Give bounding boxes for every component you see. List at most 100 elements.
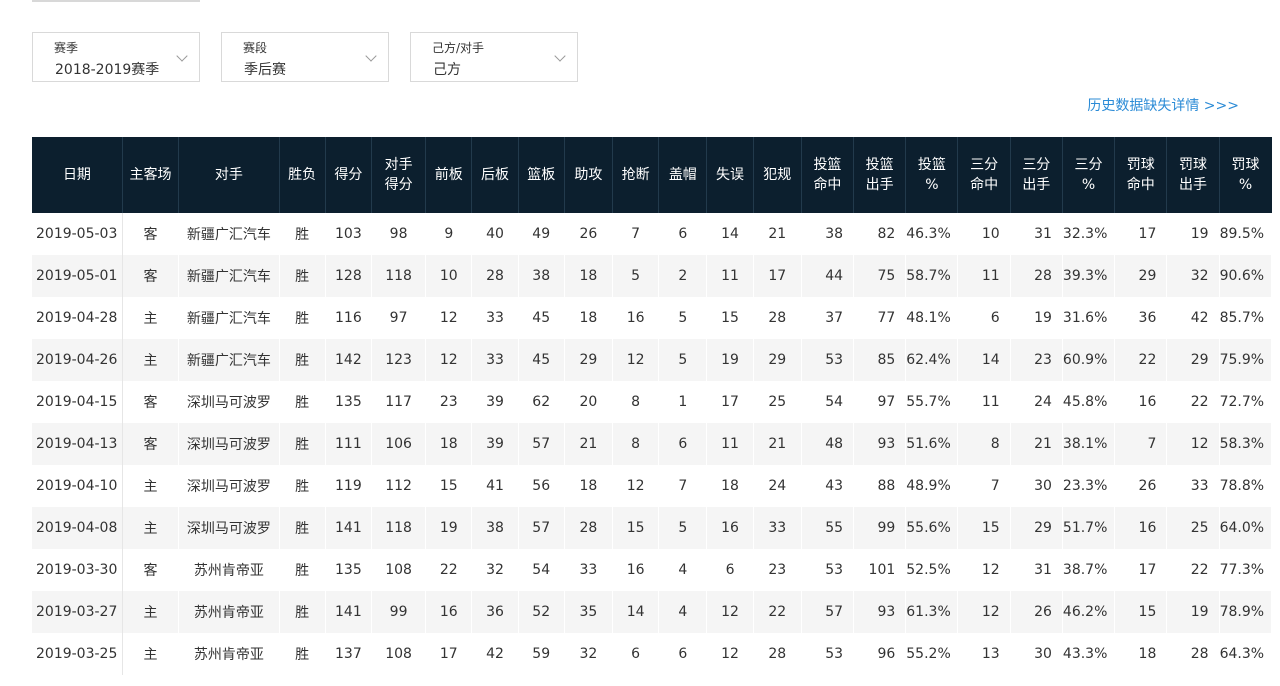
table-cell: 33 — [471, 339, 519, 381]
table-cell: 18 — [564, 297, 614, 339]
table-body: 2019-05-03 客新疆广汇汽车胜 103 98 9 40 49 26 7 6 14 21 38 82… — [32, 213, 1273, 675]
table-cell: 43 — [801, 465, 855, 507]
column-header[interactable]: 投篮 命中 — [801, 137, 855, 213]
table-cell: 32 — [1166, 255, 1220, 297]
column-header[interactable]: 篮板 — [518, 137, 565, 213]
table-cell: 29 — [1114, 255, 1168, 297]
column-header[interactable]: 三分 出手 — [1010, 137, 1063, 213]
table-cell: 39 — [471, 423, 519, 465]
table-cell: 41 — [471, 465, 519, 507]
table-cell: 胜 — [279, 507, 326, 549]
column-header[interactable]: 对手 得分 — [371, 137, 427, 213]
table-cell: 2019-04-13 — [32, 423, 123, 465]
table-cell: 51.6% — [905, 423, 959, 465]
table-cell: 15 — [1114, 591, 1168, 633]
table-cell: 9 — [425, 213, 473, 255]
table-cell: 57 — [518, 507, 565, 549]
table-cell: 5 — [658, 507, 708, 549]
table-cell: 14 — [612, 591, 660, 633]
sort-caret-icon — [72, 129, 88, 137]
table-cell: 5 — [658, 297, 708, 339]
table-cell: 29 — [1010, 507, 1063, 549]
table-cell: 98 — [371, 213, 427, 255]
stage-select[interactable]: 赛段 季后赛 — [221, 32, 389, 82]
column-header[interactable]: 投篮% — [905, 137, 959, 213]
table-cell: 82 — [853, 213, 907, 255]
table-cell: 胜 — [279, 549, 326, 591]
column-header[interactable]: 抢断 — [612, 137, 660, 213]
table-cell: 深圳马可波罗 — [178, 507, 280, 549]
table-row: 2019-03-30 客苏州肯帝亚胜 135 108 22 32 54 33 16 4 6 23 53 1… — [32, 549, 1273, 591]
side-select[interactable]: 己方/对手 己方 — [410, 32, 578, 82]
season-select-value: 2018-2019赛季 — [55, 62, 160, 78]
column-header[interactable]: 罚球 出手 — [1166, 137, 1220, 213]
table-cell: 31.6% — [1062, 297, 1116, 339]
table-cell: 31 — [1010, 549, 1063, 591]
table-row: 2019-04-13 客深圳马可波罗胜 111 106 18 39 57 21 8 6 11 21 48… — [32, 423, 1273, 465]
table-cell: 97 — [371, 297, 427, 339]
table-cell: 61.3% — [905, 591, 959, 633]
column-header[interactable]: 罚球% — [1219, 137, 1272, 213]
table-cell: 58.7% — [905, 255, 959, 297]
table-cell: 6 — [658, 423, 708, 465]
table-cell: 6 — [706, 549, 754, 591]
table-cell: 60.9% — [1062, 339, 1116, 381]
table-cell: 5 — [658, 339, 708, 381]
column-header[interactable]: 后板 — [471, 137, 519, 213]
table-cell: 苏州肯帝亚 — [178, 633, 280, 675]
table-cell: 2019-04-08 — [32, 507, 123, 549]
table-cell: 45 — [518, 297, 565, 339]
column-header[interactable]: 投篮 出手 — [853, 137, 907, 213]
table-cell: 36 — [1114, 297, 1168, 339]
table-cell: 胜 — [279, 297, 326, 339]
column-header[interactable]: 三分 命中 — [957, 137, 1011, 213]
table-cell: 29 — [753, 339, 802, 381]
column-header[interactable]: 得分 — [325, 137, 372, 213]
table-cell: 12 — [612, 339, 660, 381]
side-select-value: 己方 — [433, 62, 461, 78]
table-cell: 21 — [753, 213, 802, 255]
table-cell: 客 — [122, 381, 180, 423]
table-row: 2019-03-27 主苏州肯帝亚胜 141 99 16 36 52 35 14 4 12 22 57 9… — [32, 591, 1273, 633]
table-cell: 主 — [122, 633, 180, 675]
column-header[interactable]: 前板 — [425, 137, 473, 213]
column-header[interactable]: 失误 — [706, 137, 754, 213]
column-header[interactable]: 胜负 — [279, 137, 326, 213]
column-header[interactable]: 助攻 — [564, 137, 614, 213]
table-cell: 苏州肯帝亚 — [178, 549, 280, 591]
table-cell: 15 — [706, 297, 754, 339]
table-cell: 深圳马可波罗 — [178, 465, 280, 507]
column-header[interactable]: 对手 — [178, 137, 280, 213]
table-cell: 59 — [518, 633, 565, 675]
table-cell: 胜 — [279, 339, 326, 381]
column-header[interactable]: 主客场 — [122, 137, 180, 213]
table-cell: 7 — [612, 213, 660, 255]
column-header[interactable]: 日期 — [32, 129, 123, 213]
table-cell: 2019-04-26 — [32, 339, 123, 381]
table-cell: 99 — [371, 591, 427, 633]
missing-data-link[interactable]: 历史数据缺失详情 >>> — [1087, 98, 1239, 114]
column-header[interactable]: 三分% — [1062, 137, 1116, 213]
table-cell: 12 — [1166, 423, 1220, 465]
table-cell: 72.7% — [1219, 381, 1273, 423]
season-select-label: 赛季 — [54, 41, 79, 55]
season-select[interactable]: 赛季 2018-2019赛季 — [32, 32, 200, 82]
table-cell: 37 — [801, 297, 855, 339]
table-cell: 28 — [471, 255, 519, 297]
table-cell: 33 — [1166, 465, 1220, 507]
column-header[interactable]: 罚球 命中 — [1114, 137, 1168, 213]
column-header[interactable]: 盖帽 — [658, 137, 708, 213]
table-cell: 7 — [1114, 423, 1168, 465]
top-divider — [32, 0, 200, 2]
table-cell: 101 — [853, 549, 907, 591]
table-cell: 2019-04-15 — [32, 381, 123, 423]
table-cell: 17 — [1114, 549, 1168, 591]
table-cell: 13 — [957, 633, 1011, 675]
table-cell: 57 — [801, 591, 855, 633]
table-cell: 新疆广汇汽车 — [178, 339, 280, 381]
column-header[interactable]: 犯规 — [753, 137, 802, 213]
table-cell: 135 — [325, 381, 372, 423]
table-cell: 118 — [371, 255, 427, 297]
game-stats-table: 日期 主客场 对手 胜负 得分 对手 得分 前板 后板 篮板 助攻 抢断 盖帽 失误 犯规 投篮 命中 投篮 出手投… — [32, 129, 1273, 675]
table-cell: 22 — [1166, 381, 1220, 423]
